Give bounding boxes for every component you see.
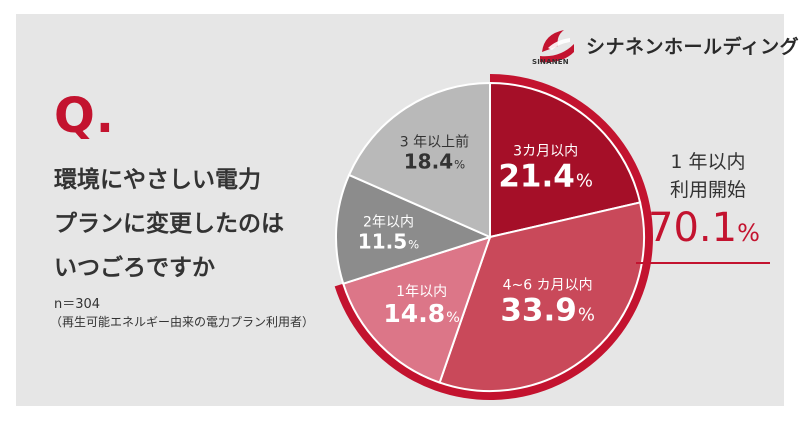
callout-unit: % — [737, 219, 760, 247]
sample-note: （再生可能エネルギー由来の電力プラン利用者） — [50, 315, 315, 329]
pie-slice — [347, 81, 491, 239]
slice-label: 2年以内 11.5% — [358, 211, 419, 252]
pie-slice — [335, 173, 493, 285]
slice-label: 3カ月以内 21.4% — [498, 141, 593, 194]
brand-name: シナネンホールディングス — [586, 36, 800, 58]
slice-unit: % — [408, 237, 420, 252]
question-line: 環境にやさしい電力 — [54, 167, 261, 193]
slice-number: 33.9 — [500, 292, 577, 329]
sinanen-logo-icon — [540, 30, 574, 63]
slice-value: 33.9% — [500, 295, 595, 328]
slice-unit: % — [446, 309, 460, 326]
slice-number: 21.4 — [498, 158, 575, 195]
callout-underline — [636, 262, 770, 264]
brand-subname: SINANEN — [532, 58, 569, 66]
slice-name: 3 年以上前 — [399, 134, 470, 151]
slice-unit: % — [575, 170, 593, 192]
slice-value: 11.5% — [358, 231, 419, 252]
callout-line-2: 利用開始 — [669, 179, 746, 201]
slice-number: 11.5 — [357, 229, 408, 254]
slice-label: 4~6 カ月以内 33.9% — [500, 275, 595, 328]
slice-name: 2年以内 — [363, 214, 414, 231]
question-line: いつごろですか — [54, 255, 215, 281]
slice-value: 21.4% — [498, 161, 593, 194]
slice-value: 14.8% — [383, 298, 460, 328]
callout-value: 70.1% — [648, 205, 760, 251]
slice-name: 4~6 カ月以内 — [502, 277, 593, 294]
pie-slice — [341, 235, 492, 384]
slice-name: 1年以内 — [396, 283, 448, 300]
slice-value: 18.4% — [400, 151, 469, 172]
pie-slice — [438, 201, 645, 392]
callout-number: 70.1 — [648, 205, 738, 251]
slice-unit: % — [577, 304, 595, 326]
slice-label: 1年以内 14.8% — [383, 281, 459, 327]
question-marker: Q. — [54, 88, 116, 144]
slice-unit: % — [454, 157, 466, 172]
question-text: 環境にやさしい電力 プランに変更したのは いつごろですか — [54, 158, 344, 290]
slice-label: 3 年以上前 18.4% — [400, 131, 469, 172]
sample-size: n＝304 — [54, 297, 101, 312]
callout-line-1: 1 年以内 — [670, 151, 746, 173]
slice-number: 14.8 — [383, 298, 446, 328]
slice-number: 18.4 — [403, 149, 454, 174]
callout-title: 1 年以内 利用開始 — [648, 148, 768, 204]
question-line: プランに変更したのは — [54, 211, 284, 237]
pie-slice — [489, 81, 642, 239]
slice-name: 3カ月以内 — [513, 143, 579, 160]
